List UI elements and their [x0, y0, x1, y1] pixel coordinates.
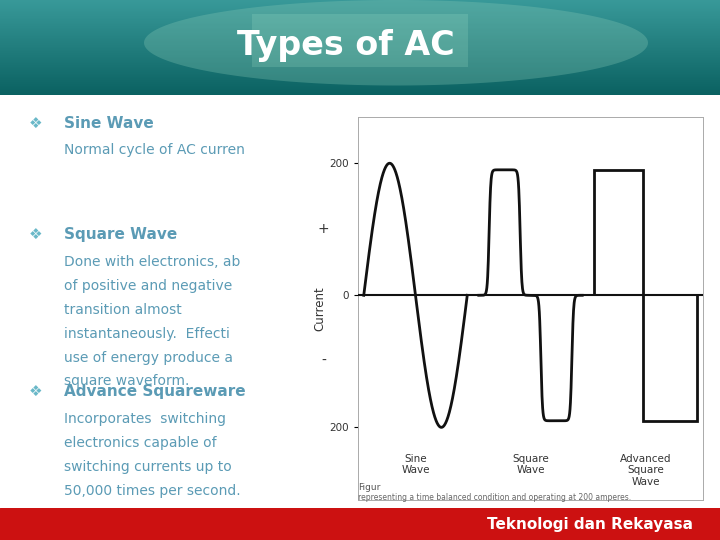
- Text: Square
Wave: Square Wave: [512, 454, 549, 475]
- Text: Sine
Wave: Sine Wave: [401, 454, 430, 475]
- Y-axis label: Current: Current: [314, 286, 327, 331]
- Text: 50,000 times per second.: 50,000 times per second.: [64, 483, 240, 497]
- Text: electronics capable of: electronics capable of: [64, 436, 217, 450]
- Text: Incorporates  switching: Incorporates switching: [64, 411, 226, 426]
- Text: use of energy produce a: use of energy produce a: [64, 350, 233, 365]
- Text: ❖: ❖: [29, 116, 42, 131]
- Text: instantaneously.  Effecti: instantaneously. Effecti: [64, 327, 230, 341]
- Text: of positive and negative: of positive and negative: [64, 279, 233, 293]
- Text: square waveform.: square waveform.: [64, 374, 189, 388]
- Text: switching currents up to: switching currents up to: [64, 460, 232, 474]
- Text: Done with electronics, ab: Done with electronics, ab: [64, 255, 240, 269]
- Text: +: +: [318, 222, 329, 237]
- Text: ❖: ❖: [29, 384, 42, 399]
- Text: transition almost: transition almost: [64, 302, 182, 316]
- Text: Figur: Figur: [358, 483, 380, 492]
- Text: Sine Wave: Sine Wave: [64, 116, 154, 131]
- Text: Types of AC: Types of AC: [237, 29, 454, 62]
- Polygon shape: [144, 0, 648, 85]
- Text: Normal cycle of AC curren: Normal cycle of AC curren: [64, 143, 245, 157]
- Text: ❖: ❖: [29, 227, 42, 242]
- Text: -: -: [321, 354, 326, 368]
- Text: Teknologi dan Rekayasa: Teknologi dan Rekayasa: [487, 516, 693, 531]
- Text: Advanced
Square
Wave: Advanced Square Wave: [620, 454, 671, 487]
- Text: representing a time balanced condition and operating at 200 amperes.: representing a time balanced condition a…: [358, 494, 631, 502]
- Text: Advance Squareware: Advance Squareware: [64, 384, 246, 399]
- Text: Square Wave: Square Wave: [64, 227, 177, 242]
